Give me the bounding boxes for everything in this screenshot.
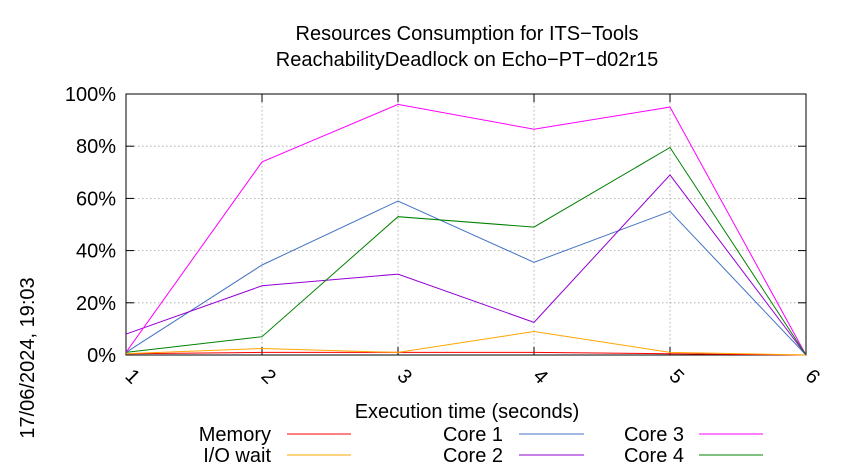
legend-label-core-1: Core 1	[443, 424, 503, 446]
y-tick-label: 20%	[76, 293, 116, 315]
y-tick-label: 0%	[87, 345, 116, 367]
x-tick-label: 6	[801, 365, 824, 388]
x-tick-label: 3	[393, 365, 416, 388]
series-line-i-o-wait	[125, 330, 807, 356]
x-tick-label: 5	[665, 365, 688, 388]
series-line-core-4	[125, 146, 807, 356]
x-tick-label: 2	[257, 365, 280, 388]
x-axis-label: Execution time (seconds)	[355, 401, 580, 423]
chart-title: Resources Consumption for ITS−Tools	[296, 23, 639, 45]
y-tick-label: 80%	[76, 136, 116, 158]
y-tick-label: 100%	[65, 84, 116, 106]
x-tick-label: 1	[121, 365, 144, 388]
series-line-core-1	[125, 200, 807, 356]
legend-label-i-o-wait: I/O wait	[203, 445, 271, 467]
legend-label-core-4: Core 4	[624, 445, 684, 467]
y-tick-label: 40%	[76, 241, 116, 263]
grid	[125, 93, 807, 356]
legend-label-core-3: Core 3	[624, 424, 684, 446]
plot-frame	[125, 93, 807, 356]
legend-label-core-2: Core 2	[443, 445, 503, 467]
series-line-core-3	[125, 103, 807, 356]
series-line-core-2	[125, 174, 807, 356]
timestamp-label: 17/06/2024, 19:03	[17, 277, 39, 438]
x-tick-label: 4	[529, 365, 552, 388]
series-lines	[125, 103, 807, 356]
legend-label-memory: Memory	[199, 424, 271, 446]
x-axis: 1 2 3 4 5 6	[121, 94, 824, 388]
chart-subtitle: ReachabilityDeadlock on Echo−PT−d02r15	[276, 49, 658, 71]
y-tick-label: 60%	[76, 188, 116, 210]
y-axis: 0% 20% 40% 60% 80% 100%	[65, 84, 806, 367]
series-line-memory	[125, 351, 807, 356]
